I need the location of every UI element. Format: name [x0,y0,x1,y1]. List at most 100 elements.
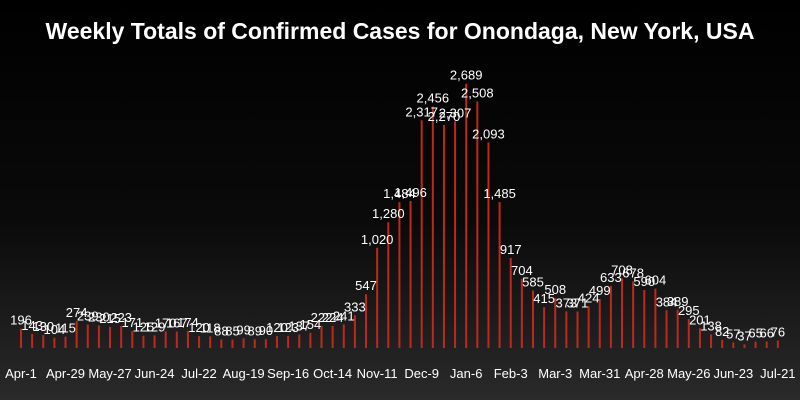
bar [198,336,201,348]
bar [309,332,312,348]
data-label: 222 [311,310,333,325]
data-label: 2,508 [461,86,494,101]
bar [743,344,746,348]
bar [576,311,579,348]
bar [287,335,290,348]
bar [565,311,568,348]
data-label: 333 [344,299,366,314]
bar [42,335,45,348]
bar [209,336,212,348]
data-label: 604 [645,273,667,288]
bar [142,335,145,348]
bar [220,339,223,348]
bar [164,331,167,348]
bar [64,336,67,348]
bar [676,309,679,348]
bar [153,335,156,348]
data-label: 82 [715,324,729,339]
data-label: 585 [522,275,544,290]
data-label: 120 [266,320,288,335]
data-label: 371 [567,296,589,311]
x-tick-label: Jun-24 [135,366,175,381]
x-tick-label: Apr-28 [625,366,664,381]
bar [442,124,445,348]
x-tick-label: Jul-22 [181,366,216,381]
data-label: 215 [99,311,121,326]
data-label: 917 [500,242,522,257]
bar [609,285,612,348]
data-label: 174 [177,315,199,330]
data-label: 76 [771,325,785,340]
bar [498,202,501,348]
x-tick-label: May-27 [88,366,131,381]
bar [687,319,690,348]
data-label: 171 [121,315,143,330]
data-label: 508 [544,282,566,297]
bar [509,257,512,348]
data-label: 130 [32,319,54,334]
bar [298,334,301,348]
data-label: 239 [77,309,99,324]
data-label: 1,280 [372,206,405,221]
x-tick-label: Nov-11 [357,366,398,381]
bar [732,342,735,348]
data-label: 170 [155,315,177,330]
data-label: 143 [21,318,43,333]
x-tick-label: Mar-31 [579,366,620,381]
data-label: 129 [144,319,166,334]
x-tick-label: Jan-6 [450,366,483,381]
bar [275,336,278,348]
bar [342,324,345,348]
bar [765,341,768,348]
data-label: 2,317 [405,104,438,119]
bar [587,306,590,348]
x-tick-label: Mar-3 [538,366,572,381]
bar [97,325,100,348]
data-label: 499 [589,283,611,298]
bar [465,83,468,349]
data-label: 274 [66,305,88,320]
bar [431,106,434,348]
bar [376,247,379,348]
bar [186,330,189,348]
x-tick-label: May-26 [667,366,710,381]
bar [409,200,412,348]
bar [454,121,457,348]
bar [331,325,334,348]
data-label: 633 [600,270,622,285]
bar [86,324,89,348]
data-label: 678 [622,265,644,280]
bar [621,278,624,348]
bar [710,334,713,348]
data-label: 424 [578,290,600,305]
data-label: 65 [748,326,762,341]
data-label: 1,485 [483,186,516,201]
data-label: 2,270 [428,109,461,124]
bar [420,120,423,348]
bar [554,298,557,348]
data-label: 230 [88,309,110,324]
bar [520,278,523,348]
data-label: 37 [737,328,751,343]
data-label: 2,689 [450,68,483,83]
bar [598,298,601,348]
data-label: 88 [214,323,228,338]
bar [253,339,256,348]
bar [721,339,724,348]
bar [75,321,78,348]
data-label: 154 [300,317,322,332]
bar [476,101,479,349]
bar [353,315,356,348]
bar [531,290,534,348]
data-label: 90 [259,323,273,338]
bar [398,202,401,348]
x-tick-label: Feb-3 [494,366,528,381]
bar [31,333,34,348]
bar [131,331,134,348]
x-tick-label: Aug-19 [223,366,265,381]
data-label: 1,020 [361,232,394,247]
x-tick-label: Oct-14 [313,366,352,381]
data-label: 196 [10,313,32,328]
